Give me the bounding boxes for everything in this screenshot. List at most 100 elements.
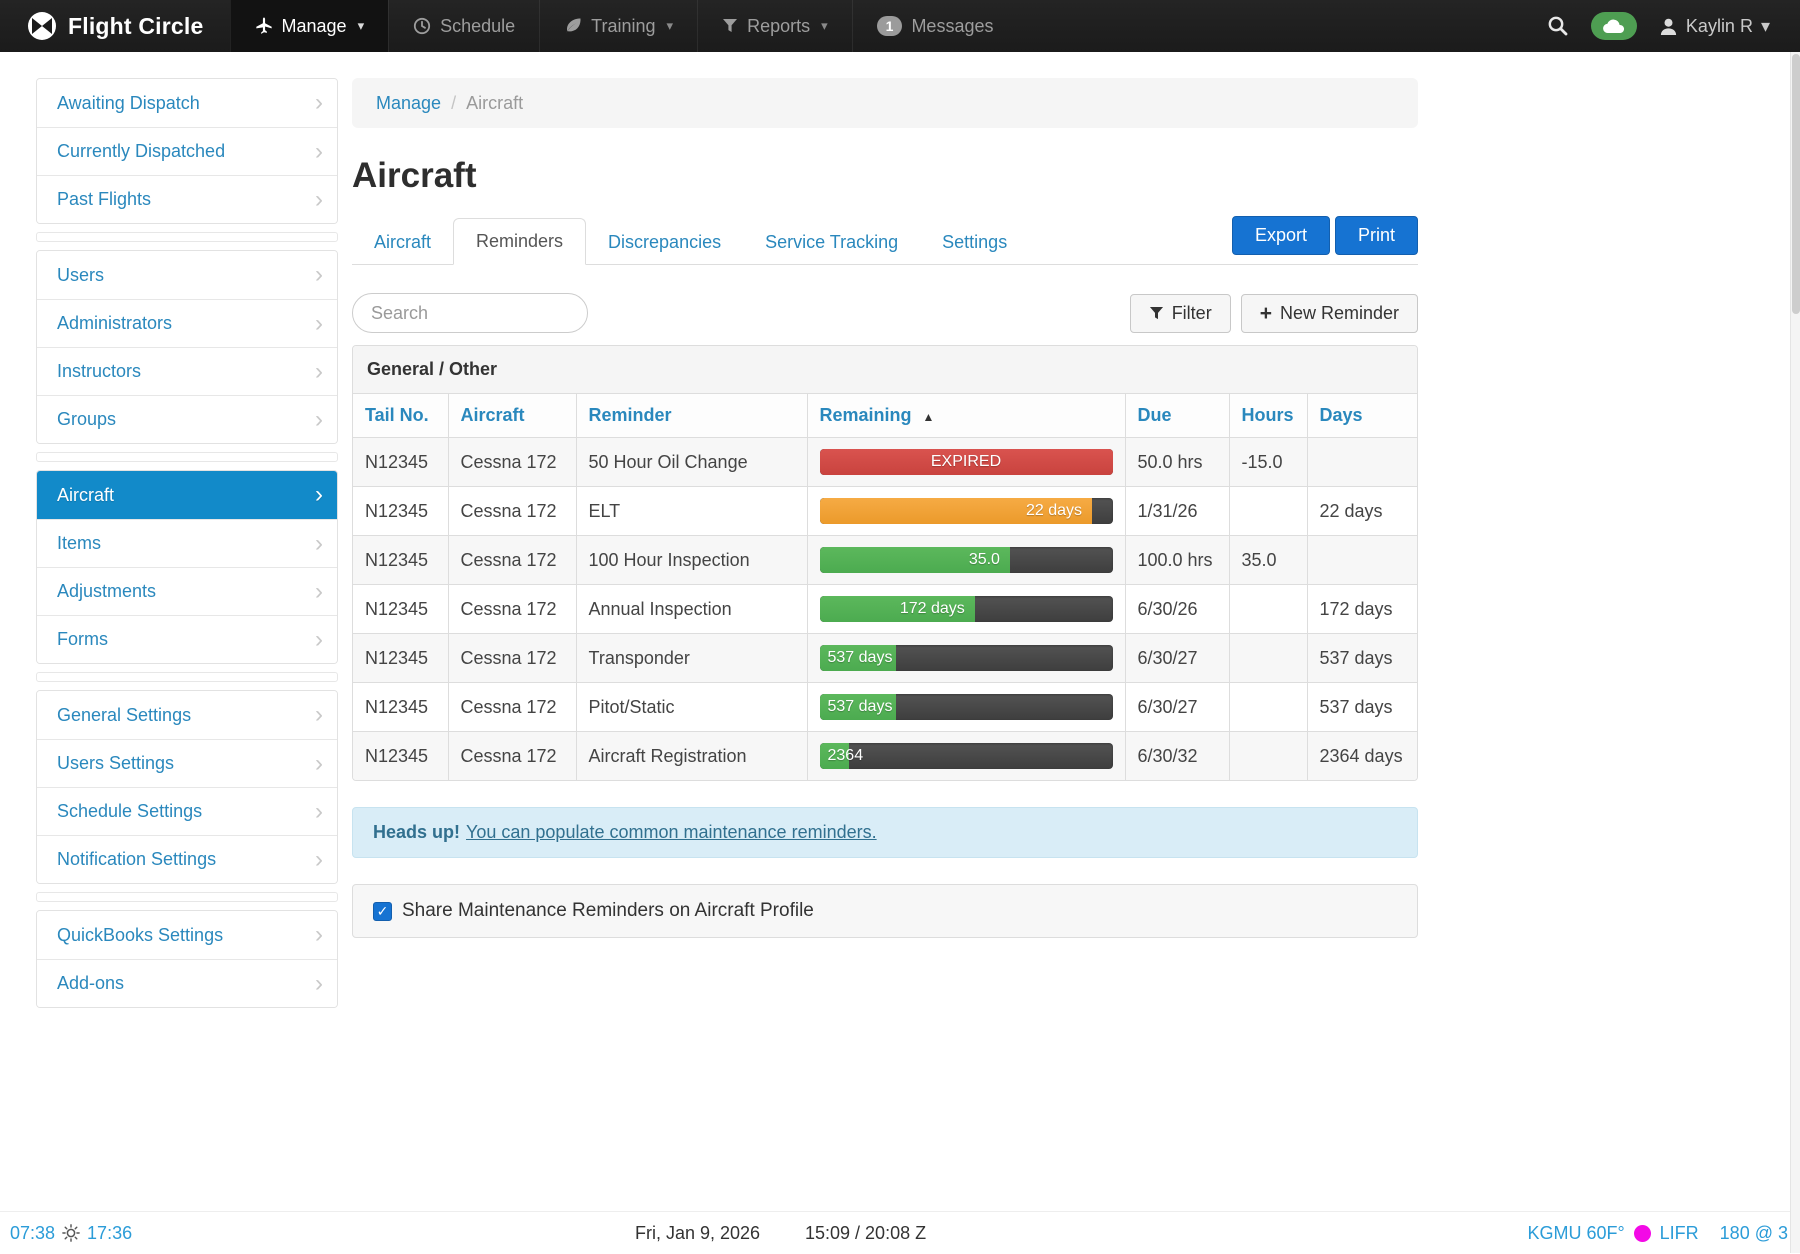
nav-item-schedule[interactable]: Schedule: [388, 0, 539, 52]
cell-tail-no: N12345: [353, 634, 448, 683]
cell-due: 6/30/26: [1125, 585, 1229, 634]
table-row[interactable]: N12345 Cessna 172 50 Hour Oil Change EXP…: [353, 438, 1417, 487]
search-input[interactable]: [352, 293, 588, 333]
sidebar-item-quickbooks-settings[interactable]: QuickBooks Settings ›: [37, 911, 337, 959]
chevron-right-icon: ›: [315, 188, 323, 212]
cell-remaining: EXPIRED: [807, 438, 1125, 487]
navbar-right: Kaylin R ▾: [1547, 0, 1800, 52]
remaining-progress-bar: 22 days: [820, 498, 1113, 524]
table-row[interactable]: N12345 Cessna 172 Annual Inspection 172 …: [353, 585, 1417, 634]
sidebar-item-currently-dispatched[interactable]: Currently Dispatched ›: [37, 127, 337, 175]
cell-days: 537 days: [1307, 634, 1417, 683]
footer-weather[interactable]: KGMU 60F° LIFR 180 @ 3: [1527, 1212, 1788, 1254]
user-name: Kaylin R: [1686, 16, 1753, 37]
share-checkbox-label: Share Maintenance Reminders on Aircraft …: [402, 900, 814, 922]
sidebar-divider: [36, 232, 338, 242]
table-row[interactable]: N12345 Cessna 172 Transponder 537 days 6…: [353, 634, 1417, 683]
nav-item-label: Messages: [911, 16, 993, 37]
table-row[interactable]: N12345 Cessna 172 ELT 22 days 1/31/26 22…: [353, 487, 1417, 536]
chevron-right-icon: ›: [315, 972, 323, 996]
sidebar-item-aircraft[interactable]: Aircraft ›: [37, 471, 337, 519]
sidebar-item-instructors[interactable]: Instructors ›: [37, 347, 337, 395]
brand[interactable]: Flight Circle: [0, 0, 230, 52]
flight-rules-dot-icon: [1634, 1225, 1651, 1242]
sidebar-item-items[interactable]: Items ›: [37, 519, 337, 567]
sidebar-item-add-ons[interactable]: Add-ons ›: [37, 959, 337, 1007]
sidebar-item-notification-settings[interactable]: Notification Settings ›: [37, 835, 337, 883]
column-header-reminder[interactable]: Reminder: [576, 394, 807, 438]
table-row[interactable]: N12345 Cessna 172 100 Hour Inspection 35…: [353, 536, 1417, 585]
print-button[interactable]: Print: [1335, 216, 1418, 255]
search-icon[interactable]: [1547, 15, 1569, 37]
sidebar-item-administrators[interactable]: Administrators ›: [37, 299, 337, 347]
navbar-items: Manage▾ScheduleTraining▾Reports▾1Message…: [230, 0, 1018, 52]
filter-button[interactable]: Filter: [1130, 294, 1231, 333]
sidebar-item-past-flights[interactable]: Past Flights ›: [37, 175, 337, 223]
chevron-right-icon: ›: [315, 848, 323, 872]
chevron-right-icon: ›: [315, 408, 323, 432]
scrollbar-thumb[interactable]: [1792, 54, 1800, 314]
column-header-remaining[interactable]: Remaining ▲: [807, 394, 1125, 438]
tab-reminders[interactable]: Reminders: [453, 218, 586, 265]
sidebar-item-groups[interactable]: Groups ›: [37, 395, 337, 443]
export-button[interactable]: Export: [1232, 216, 1330, 255]
breadcrumb: Manage / Aircraft: [352, 78, 1418, 128]
nav-item-training[interactable]: Training▾: [539, 0, 697, 52]
sidebar: Awaiting Dispatch ›Currently Dispatched …: [36, 78, 338, 1008]
sidebar-item-general-settings[interactable]: General Settings ›: [37, 691, 337, 739]
cell-reminder: 100 Hour Inspection: [576, 536, 807, 585]
reminders-table: Tail No.AircraftReminderRemaining ▲DueHo…: [353, 394, 1417, 780]
sidebar-item-users-settings[interactable]: Users Settings ›: [37, 739, 337, 787]
column-header-due[interactable]: Due: [1125, 394, 1229, 438]
column-header-days[interactable]: Days: [1307, 394, 1417, 438]
cell-tail-no: N12345: [353, 438, 448, 487]
tab-discrepancies[interactable]: Discrepancies: [586, 220, 743, 265]
sidebar-item-users[interactable]: Users ›: [37, 251, 337, 299]
nav-item-messages[interactable]: 1Messages: [852, 0, 1018, 52]
nav-item-manage[interactable]: Manage▾: [230, 0, 389, 52]
breadcrumb-manage-link[interactable]: Manage: [376, 93, 441, 114]
footer: 07:38 17:36 Fri, Jan 9, 2026 15:09 / 20:…: [0, 1211, 1800, 1253]
tab-aircraft[interactable]: Aircraft: [352, 220, 453, 265]
chevron-right-icon: ›: [315, 703, 323, 727]
populate-reminders-link[interactable]: You can populate common maintenance remi…: [466, 822, 877, 842]
column-header-tail-no-[interactable]: Tail No.: [353, 394, 448, 438]
wind: 180 @ 3: [1720, 1223, 1788, 1244]
cell-days: 537 days: [1307, 683, 1417, 732]
sidebar-item-awaiting-dispatch[interactable]: Awaiting Dispatch ›: [37, 79, 337, 127]
cell-hours: [1229, 487, 1307, 536]
tab-bar: AircraftRemindersDiscrepanciesService Tr…: [352, 218, 1418, 265]
share-checkbox[interactable]: ✓: [373, 902, 392, 921]
table-row[interactable]: N12345 Cessna 172 Aircraft Registration …: [353, 732, 1417, 781]
cell-due: 6/30/32: [1125, 732, 1229, 781]
chevron-down-icon: ▾: [667, 18, 674, 34]
progress-bar-label: 172 days: [900, 596, 965, 622]
nav-item-reports[interactable]: Reports▾: [697, 0, 852, 52]
tab-service-tracking[interactable]: Service Tracking: [743, 220, 920, 265]
sidebar-item-adjustments[interactable]: Adjustments ›: [37, 567, 337, 615]
brand-name: Flight Circle: [68, 13, 204, 40]
sort-asc-icon: ▲: [923, 410, 935, 424]
cell-tail-no: N12345: [353, 536, 448, 585]
chevron-right-icon: ›: [315, 483, 323, 507]
cell-tail-no: N12345: [353, 683, 448, 732]
weather-toggle[interactable]: [1591, 12, 1637, 40]
column-header-hours[interactable]: Hours: [1229, 394, 1307, 438]
cell-hours: -15.0: [1229, 438, 1307, 487]
sidebar-item-label: Add-ons: [57, 973, 124, 994]
user-menu[interactable]: Kaylin R ▾: [1659, 16, 1770, 37]
chevron-right-icon: ›: [315, 312, 323, 336]
cell-days: [1307, 438, 1417, 487]
progress-bar-label: 35.0: [969, 547, 1000, 573]
cell-tail-no: N12345: [353, 585, 448, 634]
sidebar-item-schedule-settings[interactable]: Schedule Settings ›: [37, 787, 337, 835]
sidebar-item-forms[interactable]: Forms ›: [37, 615, 337, 663]
chevron-right-icon: ›: [315, 263, 323, 287]
tab-settings[interactable]: Settings: [920, 220, 1029, 265]
column-header-aircraft[interactable]: Aircraft: [448, 394, 576, 438]
progress-bar-label: 537 days: [828, 694, 893, 720]
new-reminder-button[interactable]: + New Reminder: [1241, 294, 1418, 333]
sidebar-item-label: Administrators: [57, 313, 172, 334]
cell-due: 50.0 hrs: [1125, 438, 1229, 487]
table-row[interactable]: N12345 Cessna 172 Pitot/Static 537 days …: [353, 683, 1417, 732]
